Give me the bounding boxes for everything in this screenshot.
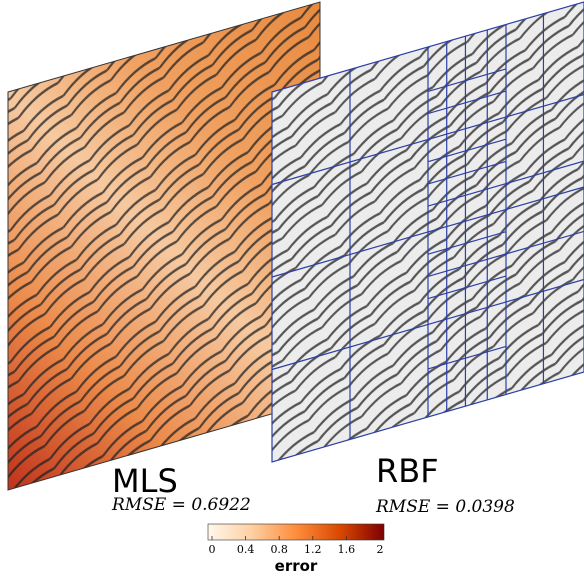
panel-metric: RMSE = 0.0398	[375, 497, 515, 517]
panel-title: MLS	[112, 462, 178, 500]
colorbar-tick-label: 0.4	[237, 543, 255, 556]
colorbar-tick-label: 1.2	[304, 543, 322, 556]
colorbar-label: error	[275, 557, 318, 575]
partition-grid	[272, 2, 584, 462]
rbf-panel	[272, 2, 584, 462]
colorbar-ticks: 0 0.4 0.8 1.2 1.6 2	[209, 536, 384, 556]
panel-title: RBF	[376, 452, 439, 490]
mls-panel	[8, 2, 320, 490]
panel-metric: RMSE = 0.6922	[111, 495, 251, 515]
colorbar-tick-label: 0.8	[270, 543, 288, 556]
colorbar-tick-label: 2	[377, 543, 384, 556]
colorbar-tick-label: 0	[209, 543, 216, 556]
colorbar-tick-label: 1.6	[338, 543, 356, 556]
colorbar	[207, 523, 385, 541]
